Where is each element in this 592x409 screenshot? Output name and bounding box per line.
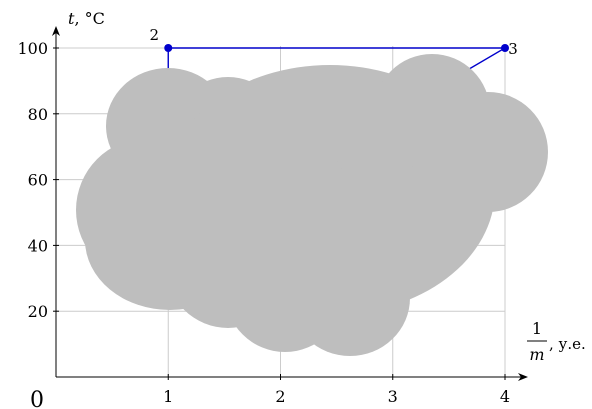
y-axis-unit: , °C	[74, 9, 104, 28]
x-tick-label: 4	[500, 387, 510, 406]
y-axis-title: t, °C	[68, 9, 105, 28]
cloud-blob	[428, 92, 548, 212]
point-label: 2	[149, 26, 159, 44]
grey-cloud-occluder	[76, 54, 548, 356]
x-tick-label: 2	[275, 387, 285, 406]
x-axis-denominator: m	[529, 345, 544, 364]
x-axis-title: 1 m , у.е.	[527, 319, 586, 364]
y-tick-label: 60	[28, 171, 48, 190]
point-markers: 23	[149, 26, 517, 58]
x-axis-unit: , у.е.	[549, 335, 586, 353]
y-tick-label: 80	[28, 105, 48, 124]
tick-labels: 1 2 3 4 20 40 60 80 100	[17, 39, 510, 406]
x-axis-numerator: 1	[532, 319, 542, 338]
origin-label: 0	[30, 388, 44, 409]
x-tick-label: 3	[388, 387, 398, 406]
cloud-blob	[85, 170, 255, 310]
y-axis-variable: t	[68, 9, 75, 28]
y-tick-label: 40	[28, 236, 48, 255]
axes	[52, 26, 528, 381]
y-tick-label: 20	[28, 302, 48, 321]
y-axis-arrow	[52, 26, 60, 36]
point-label: 3	[508, 40, 518, 58]
y-tick-label: 100	[17, 39, 48, 58]
point-marker	[501, 44, 509, 52]
x-tick-label: 1	[163, 387, 173, 406]
point-marker	[164, 44, 173, 52]
x-axis-arrow	[518, 373, 528, 381]
